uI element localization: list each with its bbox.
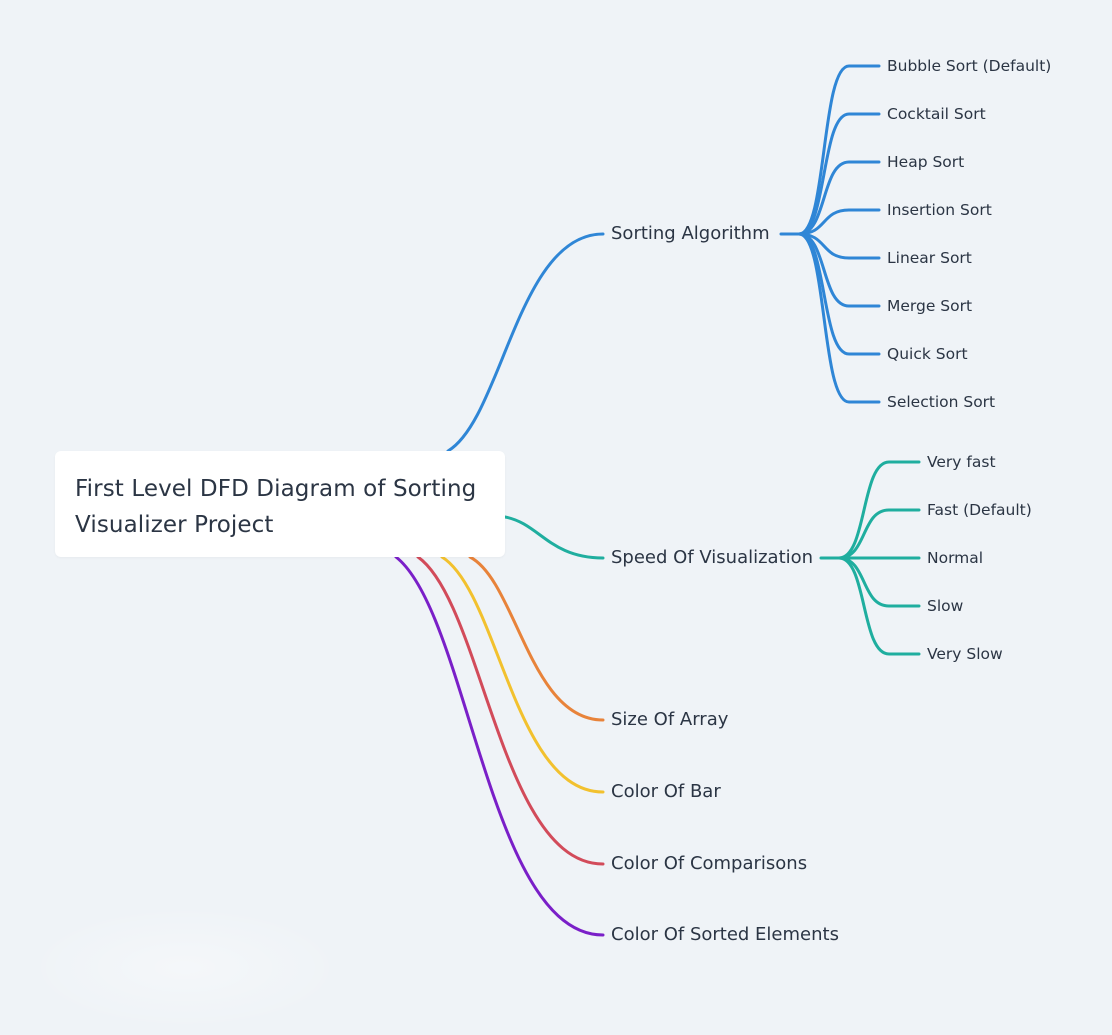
leaf-heap-sort[interactable]: Heap Sort [887, 153, 965, 171]
branch-connector [503, 515, 605, 560]
leaf-merge-sort[interactable]: Merge Sort [887, 297, 973, 315]
leaf-selection-sort[interactable]: Selection Sort [887, 393, 996, 411]
leaf-connector [797, 160, 881, 236]
leaf-insertion-sort[interactable]: Insertion Sort [887, 201, 992, 219]
root-title-line-1: First Level DFD Diagram of Sorting [75, 476, 477, 502]
branch-connector [440, 555, 605, 794]
branch-size-of-array[interactable]: Size Of Array [611, 709, 729, 730]
leaf-connector [797, 112, 881, 236]
leaf-connector [797, 232, 881, 404]
leaf-linear-sort[interactable]: Linear Sort [887, 249, 972, 267]
branch-color-of-sorted-elements[interactable]: Color Of Sorted Elements [611, 924, 839, 945]
leaf-fast-default[interactable]: Fast (Default) [927, 501, 1032, 519]
branch-connector [468, 555, 605, 722]
branch-connector [446, 232, 605, 453]
leaf-connector [797, 208, 881, 236]
branch-connector [416, 555, 605, 866]
branch-color-of-bar[interactable]: Color Of Bar [611, 781, 721, 802]
leaf-normal[interactable]: Normal [927, 549, 984, 567]
leaf-very-slow[interactable]: Very Slow [927, 645, 1003, 663]
leaf-very-fast[interactable]: Very fast [927, 453, 996, 471]
root-node[interactable]: First Level DFD Diagram of Sorting Visua… [55, 451, 505, 557]
root-title-line-2: Visualizer Project [75, 512, 274, 538]
leaf-connector [837, 460, 921, 560]
leaf-connector [837, 508, 921, 560]
watermark [25, 905, 345, 1030]
branch-color-of-comparisons[interactable]: Color Of Comparisons [611, 853, 808, 874]
branch-sorting-algorithm[interactable]: Sorting Algorithm [611, 223, 770, 244]
leaf-connector [837, 556, 921, 656]
branch-connector [394, 555, 605, 937]
leaf-slow[interactable]: Slow [927, 597, 964, 615]
leaf-quick-sort[interactable]: Quick Sort [887, 345, 968, 363]
branch-speed-of-visualization[interactable]: Speed Of Visualization [611, 547, 814, 568]
leaf-bubble-sort[interactable]: Bubble Sort (Default) [887, 57, 1052, 75]
leaf-cocktail-sort[interactable]: Cocktail Sort [887, 105, 986, 123]
